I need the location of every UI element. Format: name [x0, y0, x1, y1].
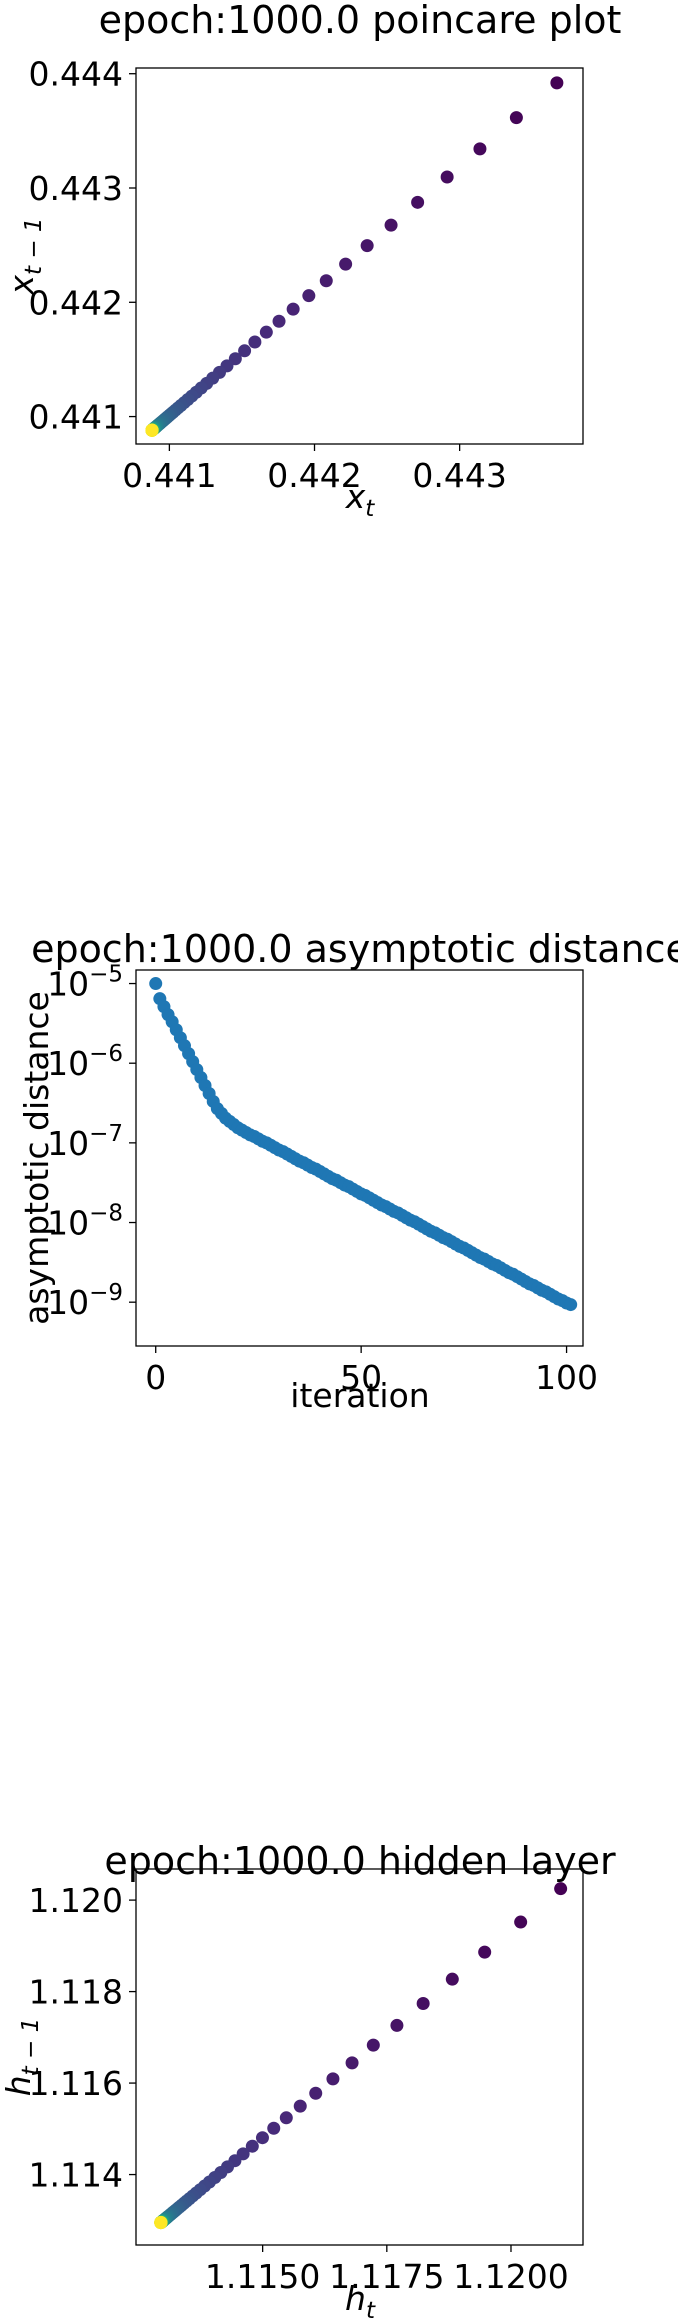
hidden-layer-x-tick-label: 1.1175 [329, 2257, 444, 2296]
poincare-data-point [384, 218, 398, 232]
hidden-layer-data-point [279, 2111, 293, 2125]
hidden-layer-data-point [293, 2099, 307, 2113]
hidden-layer-data-point [554, 1882, 568, 1896]
asymptotic-distance-x-tick-label: 100 [535, 1358, 598, 1397]
poincare-x-tick-label: 0.441 [122, 456, 216, 495]
asymptotic-distance-y-tick-label: 10−5 [47, 962, 123, 1004]
hidden-layer-y-tick-label: 1.116 [29, 2064, 123, 2103]
hidden-layer-data-point [416, 1997, 430, 2011]
hidden-layer-data-point [478, 1945, 492, 1959]
hidden-layer-y-ticks: 1.114 1.116 1.118 1.120 [29, 1881, 136, 2195]
poincare-x-ticks: 0.441 0.442 0.443 [122, 444, 507, 495]
hidden-layer-x-tick-label: 1.1200 [453, 2257, 568, 2296]
hidden-layer-y-tick-label: 1.114 [29, 2156, 123, 2195]
poincare-x-tick-label: 0.443 [412, 456, 506, 495]
hidden-layer-frame [135, 1868, 584, 2246]
poincare-data-point [473, 142, 487, 156]
poincare-points-group [145, 76, 564, 437]
poincare-data-point [286, 302, 300, 316]
poincare-y-tick-label: 0.441 [29, 398, 123, 437]
hidden-layer-data-point [390, 2018, 404, 2032]
poincare-y-tick-label: 0.442 [29, 283, 123, 322]
hidden-layer-y-tick-label: 1.120 [29, 1881, 123, 1920]
poincare-data-point [509, 111, 523, 125]
poincare-y-ticks: 0.441 0.442 0.443 0.444 [29, 55, 136, 437]
asymptotic-distance-y-tick-label: 10−8 [47, 1201, 123, 1243]
poincare-data-point [440, 170, 454, 184]
poincare-data-point [259, 325, 273, 339]
hidden-layer-points-group [154, 1882, 568, 2230]
poincare-plot-panel: epoch:1000.0 poincare plot 0.441 0.442 0.4… [2, 0, 621, 522]
poincare-data-point [550, 76, 564, 90]
asymptotic-distance-data-point [149, 977, 163, 991]
asymptotic-distance-y-tick-label: 10−9 [47, 1280, 123, 1322]
asymptotic-distance-panel: epoch:1000.0 asymptotic distance 0 50 100 … [17, 927, 678, 1415]
asymptotic-distance-y-axis-label: asymptotic distance [17, 991, 56, 1325]
poincare-data-point [339, 257, 353, 271]
asymptotic-distance-x-axis-label: iteration [290, 1376, 429, 1415]
asymptotic-distance-x-tick-label: 50 [340, 1358, 382, 1397]
poincare-plot-title: epoch:1000.0 poincare plot [99, 0, 622, 42]
hidden-layer-data-point [267, 2121, 281, 2135]
hidden-layer-y-axis-label: ht − 1 [0, 2018, 44, 2096]
hidden-layer-y-tick-label: 1.118 [29, 1973, 123, 2012]
poincare-data-point [411, 195, 425, 209]
hidden-layer-x-axis-label: ht [345, 2279, 376, 2323]
poincare-data-point [319, 274, 333, 288]
poincare-y-tick-label: 0.444 [29, 55, 123, 94]
hidden-layer-title: epoch:1000.0 hidden layer [104, 1839, 616, 1883]
poincare-x-tick-label: 0.442 [267, 456, 361, 495]
hidden-layer-data-point [366, 2038, 380, 2052]
hidden-layer-data-point [154, 2216, 168, 2230]
hidden-layer-data-point [326, 2072, 340, 2086]
poincare-data-point [302, 289, 316, 303]
hidden-layer-panel: epoch:1000.0 hidden layer 1.1150 1.1175 1.… [0, 1839, 616, 2323]
asymptotic-distance-frame [135, 969, 584, 1347]
hidden-layer-data-point [345, 2056, 359, 2070]
poincare-y-tick-label: 0.443 [29, 169, 123, 208]
hidden-layer-x-tick-label: 1.1150 [205, 2257, 320, 2296]
asymptotic-distance-data-point [564, 1298, 578, 1312]
poincare-data-point [360, 239, 374, 253]
poincare-y-axis-label: xt − 1 [2, 217, 47, 295]
asymptotic-distance-y-tick-label: 10−6 [47, 1041, 123, 1083]
poincare-x-axis-label: xt [345, 477, 376, 522]
hidden-layer-data-point [309, 2086, 323, 2100]
hidden-layer-data-point [255, 2131, 269, 2145]
asymptotic-distance-x-ticks: 0 50 100 [145, 1346, 598, 1397]
poincare-data-point [272, 314, 286, 328]
poincare-data-point [248, 335, 262, 349]
asymptotic-distance-y-tick-label: 10−7 [47, 1121, 123, 1163]
poincare-data-point [145, 423, 159, 437]
hidden-layer-x-ticks: 1.1150 1.1175 1.1200 [205, 2245, 569, 2296]
asymptotic-distance-x-tick-label: 0 [145, 1358, 166, 1397]
hidden-layer-data-point [445, 1972, 459, 1986]
poincare-data-point [238, 344, 252, 358]
asymptotic-distance-y-ticks: 10−5 10−6 10−7 10−8 10−9 [47, 962, 136, 1322]
asymptotic-distance-title: epoch:1000.0 asymptotic distance [31, 927, 678, 971]
hidden-layer-data-point [245, 2139, 259, 2153]
asymptotic-distance-points-group [149, 977, 578, 1312]
poincare-plot-frame [135, 67, 584, 445]
hidden-layer-data-point [514, 1915, 528, 1929]
